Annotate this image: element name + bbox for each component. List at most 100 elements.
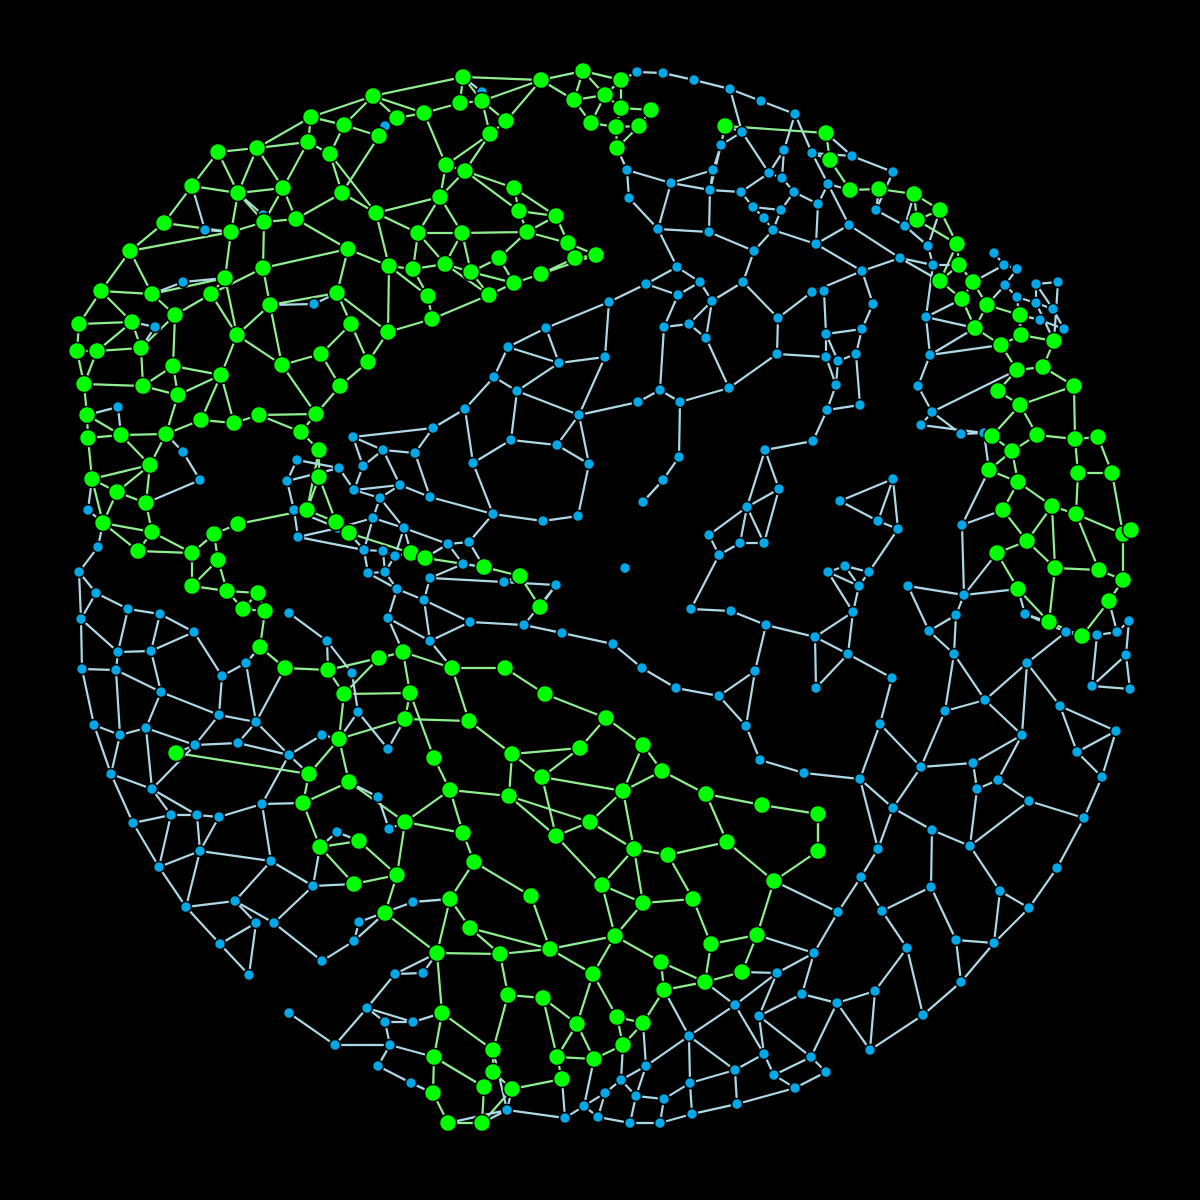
blue-graph-node: [536, 514, 550, 528]
green-graph-node: [427, 943, 447, 963]
graph-edge: [868, 989, 877, 1052]
green-graph-node: [483, 1062, 503, 1082]
green-graph-node: [641, 100, 661, 120]
blue-graph-node: [539, 321, 553, 335]
green-graph-node: [752, 795, 772, 815]
graph-edge: [826, 182, 851, 227]
blue-graph-node: [291, 530, 305, 544]
graph-edge: [491, 1048, 509, 1112]
green-graph-node: [455, 161, 475, 181]
graph-edge: [733, 971, 779, 1007]
blue-graph-node: [510, 384, 524, 398]
blue-graph-node: [1085, 679, 1099, 693]
graph-edge: [257, 412, 318, 417]
graph-edge: [272, 884, 315, 925]
blue-graph-node: [978, 693, 992, 707]
blue-graph-node: [280, 474, 294, 488]
blue-graph-node: [657, 320, 671, 334]
green-graph-node: [540, 939, 560, 959]
blue-graph-node: [809, 237, 823, 251]
blue-graph-node: [423, 571, 437, 585]
graph-edge: [413, 451, 432, 499]
blue-graph-node: [1110, 625, 1124, 639]
blue-graph-node: [255, 797, 269, 811]
graph-edge: [656, 227, 711, 234]
graph-edge: [740, 130, 771, 175]
graph-edge: [677, 400, 682, 459]
graph-edge: [463, 375, 496, 411]
graph-edge: [760, 803, 820, 816]
green-graph-node: [490, 944, 510, 964]
blue-graph-node: [901, 579, 915, 593]
graph-edge: [717, 694, 748, 728]
green-graph-node: [442, 658, 462, 678]
green-graph-node: [136, 493, 156, 513]
graph-edge: [150, 276, 227, 296]
green-graph-node: [820, 150, 840, 170]
blue-graph-node: [1057, 322, 1071, 336]
graph-edge: [763, 439, 815, 452]
green-graph-node: [168, 385, 188, 405]
blue-graph-node: [1119, 648, 1133, 662]
blue-graph-node: [109, 663, 123, 677]
green-graph-node: [715, 116, 735, 136]
graph-edge: [543, 692, 608, 720]
graph-edge: [968, 799, 1031, 848]
blue-graph-node: [629, 1089, 643, 1103]
blue-graph-node: [651, 222, 665, 236]
green-graph-node: [78, 428, 98, 448]
blue-graph-node: [466, 456, 480, 470]
blue-graph-node: [855, 264, 869, 278]
graph-edge: [109, 772, 135, 825]
blue-graph-node: [549, 578, 563, 592]
blue-graph-node: [1070, 745, 1084, 759]
graph-edge: [198, 849, 273, 863]
blue-graph-node: [1015, 728, 1029, 742]
blue-graph-node: [886, 472, 900, 486]
graph-edge: [906, 584, 966, 597]
green-graph-node: [963, 272, 983, 292]
green-graph-node: [375, 903, 395, 923]
graph-edge: [745, 505, 766, 545]
graph-edge: [432, 1055, 486, 1089]
green-graph-node: [461, 262, 481, 282]
green-graph-node: [987, 543, 1007, 563]
green-graph-node: [764, 871, 784, 891]
blue-graph-node: [845, 149, 859, 163]
graph-edge: [625, 168, 673, 185]
green-graph-node: [1007, 360, 1027, 380]
graph-edge: [687, 1034, 692, 1085]
green-graph-node: [255, 601, 275, 621]
graph-edge: [90, 463, 152, 481]
blue-graph-node: [758, 443, 772, 457]
green-graph-node: [982, 426, 1002, 446]
green-graph-node: [415, 548, 435, 568]
green-graph-node: [607, 1007, 627, 1027]
green-graph-node: [69, 314, 89, 334]
graph-edge: [347, 531, 413, 555]
blue-graph-node: [406, 895, 420, 909]
blue-graph-node: [1033, 313, 1047, 327]
graph-edge: [428, 620, 472, 643]
green-graph-node: [311, 344, 331, 364]
graph-edge: [905, 946, 925, 1017]
graph-edge: [150, 787, 199, 817]
graph-edge: [707, 505, 749, 537]
blue-graph-node: [623, 1116, 637, 1130]
green-graph-node: [558, 233, 578, 253]
graph-edge: [755, 933, 816, 955]
green-graph-node: [533, 988, 553, 1008]
blue-graph-node: [388, 549, 402, 563]
green-graph-node: [297, 500, 317, 520]
graph-edge: [309, 94, 375, 119]
green-graph-node: [586, 245, 606, 265]
graph-edge: [428, 576, 506, 584]
green-graph-node: [291, 422, 311, 442]
blue-graph-node: [922, 624, 936, 638]
blue-graph-node: [705, 294, 719, 308]
blue-graph-node: [868, 984, 882, 998]
graph-edge: [333, 1006, 369, 1047]
blue-graph-node: [821, 565, 835, 579]
green-graph-node: [273, 178, 293, 198]
